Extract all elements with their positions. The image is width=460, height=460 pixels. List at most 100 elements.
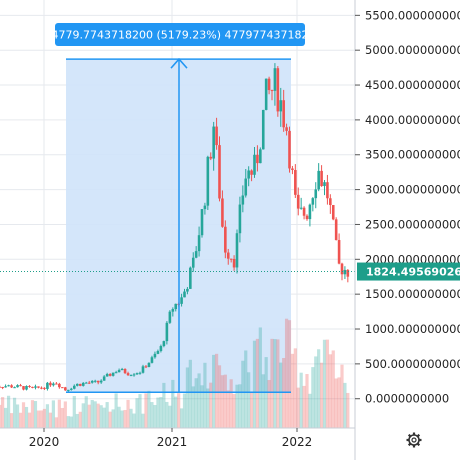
volume-bar (168, 405, 172, 428)
candle-body (291, 168, 294, 171)
candle-body (96, 380, 100, 383)
volume-bar (279, 362, 283, 428)
volume-bar (45, 404, 50, 428)
volume-bar (293, 348, 297, 428)
volume-bar (305, 374, 309, 428)
candle-body (259, 149, 262, 164)
candle-body (156, 351, 160, 354)
candle-body (40, 387, 43, 389)
volume-bar (276, 339, 280, 428)
volume-bar (328, 354, 332, 428)
candle-body (10, 385, 13, 388)
candle-body (81, 382, 85, 386)
volume-bar (194, 378, 198, 428)
candle-body (282, 100, 285, 128)
candle-body (4, 386, 7, 388)
candle-body (138, 372, 142, 374)
volume-bar (39, 410, 44, 428)
volume-bar (120, 410, 124, 428)
volume-bar (177, 393, 181, 428)
volume-bar (182, 393, 187, 428)
volume-bar (141, 413, 145, 428)
volume-bar (93, 401, 97, 428)
volume-bar (12, 397, 17, 428)
candle-body (323, 182, 326, 187)
candle-body (132, 374, 136, 376)
volume-bar (0, 404, 2, 428)
candle-body (209, 156, 213, 159)
candle-body (22, 386, 25, 390)
candle-body (244, 178, 248, 196)
candle-body (308, 204, 312, 220)
candle-body (84, 382, 88, 384)
volume-bar (212, 354, 216, 428)
candle-body (108, 374, 112, 376)
candle-body (25, 385, 28, 390)
volume-bar (60, 407, 64, 428)
volume-bar (223, 374, 227, 428)
volume-bar (232, 393, 236, 428)
y-tick-label: 3500.0000000000 (365, 148, 460, 162)
volume-bar (314, 356, 318, 428)
candle-body (171, 309, 175, 312)
candle-body (90, 380, 94, 383)
volume-bar (290, 353, 295, 428)
candle-body (288, 130, 291, 169)
measure-tool[interactable]: 4779.7743718200 (5179.23%) 477977437182 (52, 23, 309, 394)
y-axis[interactable]: 5500.0000000000 5000.0000000000 4500.00000… (354, 0, 460, 460)
y-tick-label: 0.0000000000 (365, 392, 449, 406)
candle-body (31, 386, 34, 388)
volume-bar (159, 397, 163, 428)
volume-bar (144, 393, 148, 428)
candle-body (183, 291, 186, 298)
y-tick-label: 500.0000000000 (365, 357, 460, 371)
volume-bars (0, 318, 350, 428)
volume-bar (209, 382, 213, 428)
volume-bar (188, 359, 192, 428)
volume-bar (117, 406, 121, 428)
candle-body (75, 383, 79, 386)
volume-bar (171, 379, 175, 428)
volume-bar (15, 404, 20, 428)
candle-body (135, 373, 139, 375)
candle-body (197, 235, 201, 252)
candle-body (153, 353, 157, 358)
candle-body (238, 204, 242, 234)
candle-body (1, 386, 4, 388)
candle-body (311, 198, 315, 205)
candle-body (70, 388, 73, 390)
candle-body (78, 383, 82, 386)
volume-bar (156, 397, 160, 428)
volume-bar (343, 382, 347, 428)
volume-bar (42, 408, 47, 428)
candle-body (326, 182, 329, 199)
candle-body (129, 375, 133, 377)
volume-bar (4, 407, 8, 428)
volume-bar (317, 349, 321, 428)
volume-bar (51, 400, 55, 428)
candle-body (294, 170, 297, 195)
candle-body (305, 215, 309, 220)
volume-bar (247, 372, 251, 428)
candle-body (144, 366, 148, 368)
candle-body (285, 127, 288, 131)
candle-body (58, 383, 61, 388)
volume-bar (66, 416, 70, 428)
gear-icon[interactable] (406, 432, 422, 448)
volume-bar (200, 385, 204, 428)
candle-body (221, 198, 224, 227)
y-tick-label: 1000.0000000000 (365, 322, 460, 336)
candle-body (329, 198, 332, 206)
volume-bar (126, 399, 130, 428)
x-axis[interactable]: 2020 2021 2022 (0, 427, 355, 449)
candle-body (296, 194, 300, 209)
volume-bar (270, 338, 274, 428)
candle-body (235, 233, 239, 268)
volume-bar (33, 401, 38, 428)
volume-bar (99, 405, 103, 428)
volume-bar (174, 396, 178, 428)
volume-bar (284, 318, 289, 428)
candle-body (250, 170, 253, 175)
volume-bar (203, 362, 207, 428)
